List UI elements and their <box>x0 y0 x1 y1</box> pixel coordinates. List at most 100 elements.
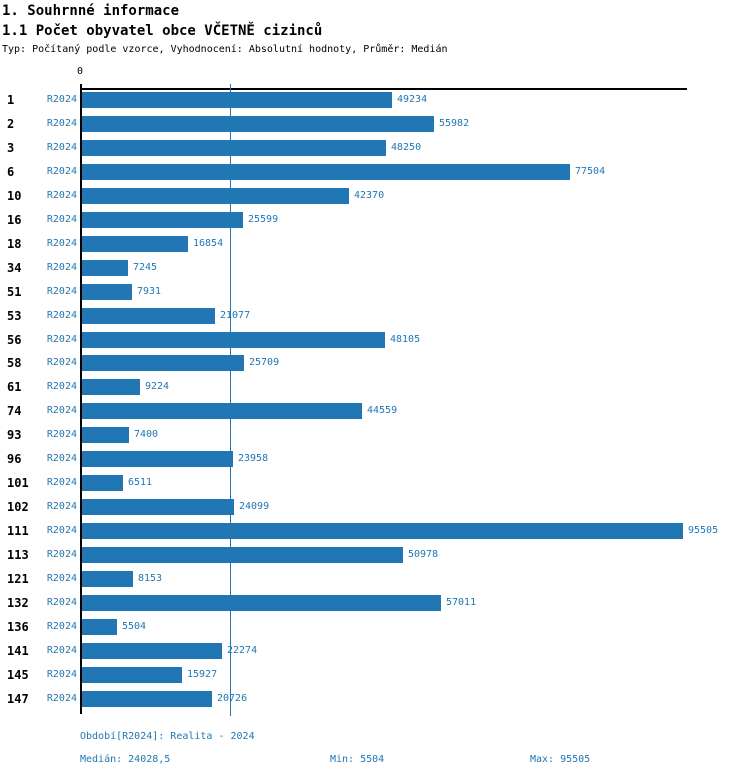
table-row: 18 R2024 16854 <box>0 234 750 258</box>
bar <box>82 355 244 372</box>
table-row: 121 R2024 8153 <box>0 569 750 593</box>
bar-value-label: 23958 <box>238 453 269 465</box>
bar-value-label: 48250 <box>391 141 422 153</box>
table-row: 102 R2024 24099 <box>0 497 750 521</box>
table-row: 16 R2024 25599 <box>0 210 750 234</box>
table-row: 132 R2024 57011 <box>0 593 750 617</box>
bar <box>82 259 128 276</box>
row-category-label: 101 <box>7 476 29 491</box>
row-category-label: 16 <box>7 212 22 227</box>
row-category-label: 10 <box>7 188 22 203</box>
row-category-label: 121 <box>7 572 29 587</box>
row-category-label: 132 <box>7 596 29 611</box>
row-category-label: 136 <box>7 619 29 634</box>
table-row: 111 R2024 95505 <box>0 521 750 545</box>
table-row: 1 R2024 49234 <box>0 90 750 114</box>
bar-value-label: 77504 <box>575 165 606 177</box>
row-period-label: R2024 <box>46 549 77 561</box>
row-period-label: R2024 <box>46 429 77 441</box>
row-period-label: R2024 <box>46 477 77 489</box>
row-period-label: R2024 <box>46 309 77 321</box>
bar <box>82 331 385 348</box>
bar-value-label: 8153 <box>138 573 163 585</box>
row-category-label: 58 <box>7 356 22 371</box>
row-period-label: R2024 <box>46 117 77 129</box>
row-category-label: 6 <box>7 164 15 179</box>
x-axis-line <box>80 88 687 90</box>
table-row: 2 R2024 55982 <box>0 114 750 138</box>
table-row: 61 R2024 9224 <box>0 377 750 401</box>
table-row: 136 R2024 5504 <box>0 617 750 641</box>
bar-value-label: 25599 <box>248 213 279 225</box>
table-row: 113 R2024 50978 <box>0 545 750 569</box>
footer-period-text: Období[R2024]: Realita - 2024 <box>80 731 255 742</box>
row-category-label: 141 <box>7 643 29 658</box>
bar-value-label: 21077 <box>220 309 251 321</box>
row-period-label: R2024 <box>46 453 77 465</box>
row-period-label: R2024 <box>46 405 77 417</box>
page-title: 1. Souhrnné informace <box>2 3 180 19</box>
row-period-label: R2024 <box>46 237 77 249</box>
table-row: 101 R2024 6511 <box>0 473 750 497</box>
bar <box>82 547 403 564</box>
row-period-label: R2024 <box>46 668 77 680</box>
bar-value-label: 48105 <box>390 333 421 345</box>
bar <box>82 139 386 156</box>
row-period-label: R2024 <box>46 357 77 369</box>
footer-median-text: Medián: 24028,5 <box>80 754 171 765</box>
bar <box>82 427 129 444</box>
row-period-label: R2024 <box>46 333 77 345</box>
table-row: 58 R2024 25709 <box>0 353 750 377</box>
bar <box>82 595 441 612</box>
row-category-label: 93 <box>7 428 22 443</box>
bar <box>82 618 117 635</box>
row-category-label: 96 <box>7 452 22 467</box>
bar <box>82 187 349 204</box>
bar-value-label: 49234 <box>397 94 428 105</box>
table-row: 53 R2024 21077 <box>0 306 750 330</box>
bar-value-label: 42370 <box>354 189 385 201</box>
bar <box>82 211 243 228</box>
row-period-label: R2024 <box>46 620 77 632</box>
bar <box>82 523 683 540</box>
row-period-label: R2024 <box>46 597 77 609</box>
x-axis-zero-tick-label: 0 <box>77 66 84 77</box>
row-category-label: 3 <box>7 140 15 155</box>
bar <box>82 307 215 324</box>
bar-value-label: 24099 <box>239 501 270 513</box>
bar-value-label: 5504 <box>122 620 147 632</box>
row-period-label: R2024 <box>46 285 77 297</box>
row-period-label: R2024 <box>46 94 77 105</box>
row-category-label: 61 <box>7 380 22 395</box>
bar <box>82 666 182 683</box>
footer-min-text: Min: 5504 <box>330 754 385 765</box>
row-category-label: 147 <box>7 691 29 706</box>
row-category-label: 53 <box>7 308 22 323</box>
bar-value-label: 6511 <box>128 477 153 489</box>
row-category-label: 113 <box>7 548 29 563</box>
bar <box>82 235 188 252</box>
row-category-label: 74 <box>7 404 22 419</box>
bar-value-label: 7245 <box>133 261 158 273</box>
bar <box>82 571 133 588</box>
y-axis-line <box>80 84 82 714</box>
bar-value-label: 55982 <box>439 117 470 129</box>
bar <box>82 92 392 108</box>
row-period-label: R2024 <box>46 501 77 513</box>
bar-value-label: 9224 <box>145 381 170 393</box>
bar-value-label: 15927 <box>187 668 218 680</box>
bar-value-label: 20726 <box>217 692 248 704</box>
bar <box>82 163 570 180</box>
row-category-label: 1 <box>7 93 15 107</box>
row-category-label: 56 <box>7 332 22 347</box>
row-category-label: 34 <box>7 260 22 275</box>
row-category-label: 2 <box>7 116 15 131</box>
bar <box>82 115 434 132</box>
bar <box>82 403 362 420</box>
bar <box>82 379 140 396</box>
table-row: 93 R2024 7400 <box>0 425 750 449</box>
bar-value-label: 57011 <box>446 597 477 609</box>
bar-rows: 1 R2024 49234 2 R2024 55982 3 R2024 48250 6 R2024 7… <box>0 90 750 713</box>
bar-value-label: 16854 <box>193 237 224 249</box>
bar-value-label: 44559 <box>367 405 398 417</box>
